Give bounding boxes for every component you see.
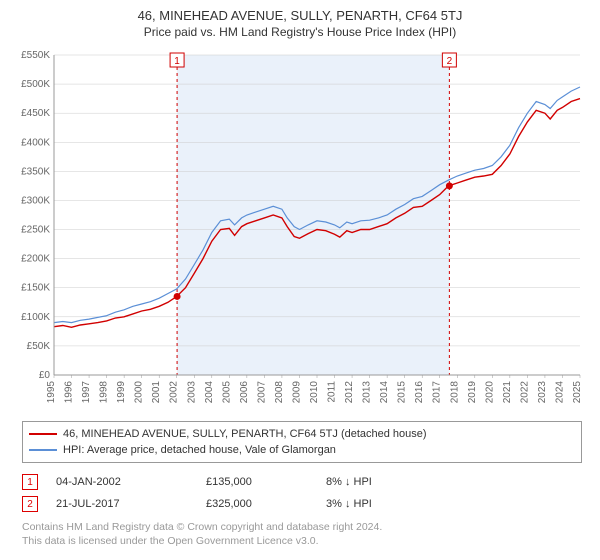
svg-text:2006: 2006 — [239, 381, 250, 404]
legend-item: HPI: Average price, detached house, Vale… — [29, 442, 575, 458]
svg-text:2000: 2000 — [134, 381, 145, 404]
legend-label: 46, MINEHEAD AVENUE, SULLY, PENARTH, CF6… — [63, 428, 427, 440]
svg-text:£150K: £150K — [21, 283, 50, 294]
footer-attribution: Contains HM Land Registry data © Crown c… — [22, 521, 590, 548]
legend-item: 46, MINEHEAD AVENUE, SULLY, PENARTH, CF6… — [29, 426, 575, 442]
svg-text:1999: 1999 — [116, 381, 127, 404]
transaction-date: 21-JUL-2017 — [56, 498, 206, 510]
svg-text:2014: 2014 — [379, 381, 390, 404]
svg-text:2010: 2010 — [309, 381, 320, 404]
svg-text:2009: 2009 — [291, 381, 302, 404]
table-row: 1 04-JAN-2002 £135,000 8% ↓ HPI — [22, 471, 582, 493]
transaction-delta: 8% ↓ HPI — [326, 476, 372, 488]
price-chart: £0 £50K £100K £150K £200K £250K £300K £350K £400… — [10, 45, 590, 405]
svg-text:2022: 2022 — [519, 381, 530, 404]
svg-text:2025: 2025 — [572, 381, 583, 404]
svg-text:2019: 2019 — [467, 381, 478, 404]
legend-swatch-icon — [29, 433, 57, 435]
svg-text:2015: 2015 — [397, 381, 408, 404]
transactions-table: 1 04-JAN-2002 £135,000 8% ↓ HPI 2 21-JUL… — [22, 471, 582, 515]
svg-text:2001: 2001 — [151, 381, 162, 404]
svg-text:1: 1 — [174, 56, 180, 67]
svg-text:2020: 2020 — [484, 381, 495, 404]
svg-text:2023: 2023 — [537, 381, 548, 404]
svg-text:2007: 2007 — [256, 381, 267, 404]
chart-subtitle: Price paid vs. HM Land Registry's House … — [10, 25, 590, 39]
transaction-price: £325,000 — [206, 498, 326, 510]
svg-text:£550K: £550K — [21, 50, 50, 61]
svg-text:1997: 1997 — [81, 381, 92, 404]
svg-text:£200K: £200K — [21, 254, 50, 265]
svg-text:£450K: £450K — [21, 108, 50, 119]
footer-line: This data is licensed under the Open Gov… — [22, 535, 590, 549]
svg-text:2003: 2003 — [186, 381, 197, 404]
legend-swatch-icon — [29, 449, 57, 451]
svg-text:£500K: £500K — [21, 79, 50, 90]
svg-text:2011: 2011 — [327, 381, 338, 403]
transaction-date: 04-JAN-2002 — [56, 476, 206, 488]
svg-text:£250K: £250K — [21, 225, 50, 236]
transaction-delta: 3% ↓ HPI — [326, 498, 372, 510]
svg-text:2021: 2021 — [502, 381, 513, 404]
svg-text:2002: 2002 — [169, 381, 180, 404]
table-row: 2 21-JUL-2017 £325,000 3% ↓ HPI — [22, 493, 582, 515]
svg-text:£50K: £50K — [27, 341, 51, 352]
marker-id-icon: 1 — [22, 474, 38, 490]
svg-text:2018: 2018 — [449, 381, 460, 404]
svg-text:2024: 2024 — [554, 381, 565, 404]
svg-text:2004: 2004 — [204, 381, 215, 404]
svg-text:2017: 2017 — [432, 381, 443, 404]
svg-text:2012: 2012 — [344, 381, 355, 404]
svg-text:2013: 2013 — [362, 381, 373, 404]
svg-text:£300K: £300K — [21, 195, 50, 206]
footer-line: Contains HM Land Registry data © Crown c… — [22, 521, 590, 535]
svg-text:1998: 1998 — [99, 381, 110, 404]
legend-box: 46, MINEHEAD AVENUE, SULLY, PENARTH, CF6… — [22, 421, 582, 463]
svg-text:£0: £0 — [39, 370, 51, 381]
svg-text:2005: 2005 — [221, 381, 232, 404]
svg-text:2: 2 — [447, 56, 453, 67]
chart-area: £0 £50K £100K £150K £200K £250K £300K £350K £400… — [10, 45, 590, 415]
svg-text:1995: 1995 — [46, 381, 57, 404]
marker-id-icon: 2 — [22, 496, 38, 512]
svg-text:£350K: £350K — [21, 166, 50, 177]
transaction-price: £135,000 — [206, 476, 326, 488]
svg-text:1996: 1996 — [64, 381, 75, 404]
chart-titles: 46, MINEHEAD AVENUE, SULLY, PENARTH, CF6… — [10, 8, 590, 39]
svg-text:2016: 2016 — [414, 381, 425, 404]
svg-text:£100K: £100K — [21, 312, 50, 323]
svg-text:£400K: £400K — [21, 137, 50, 148]
legend-label: HPI: Average price, detached house, Vale… — [63, 444, 336, 456]
chart-title: 46, MINEHEAD AVENUE, SULLY, PENARTH, CF6… — [10, 8, 590, 23]
svg-text:2008: 2008 — [274, 381, 285, 404]
